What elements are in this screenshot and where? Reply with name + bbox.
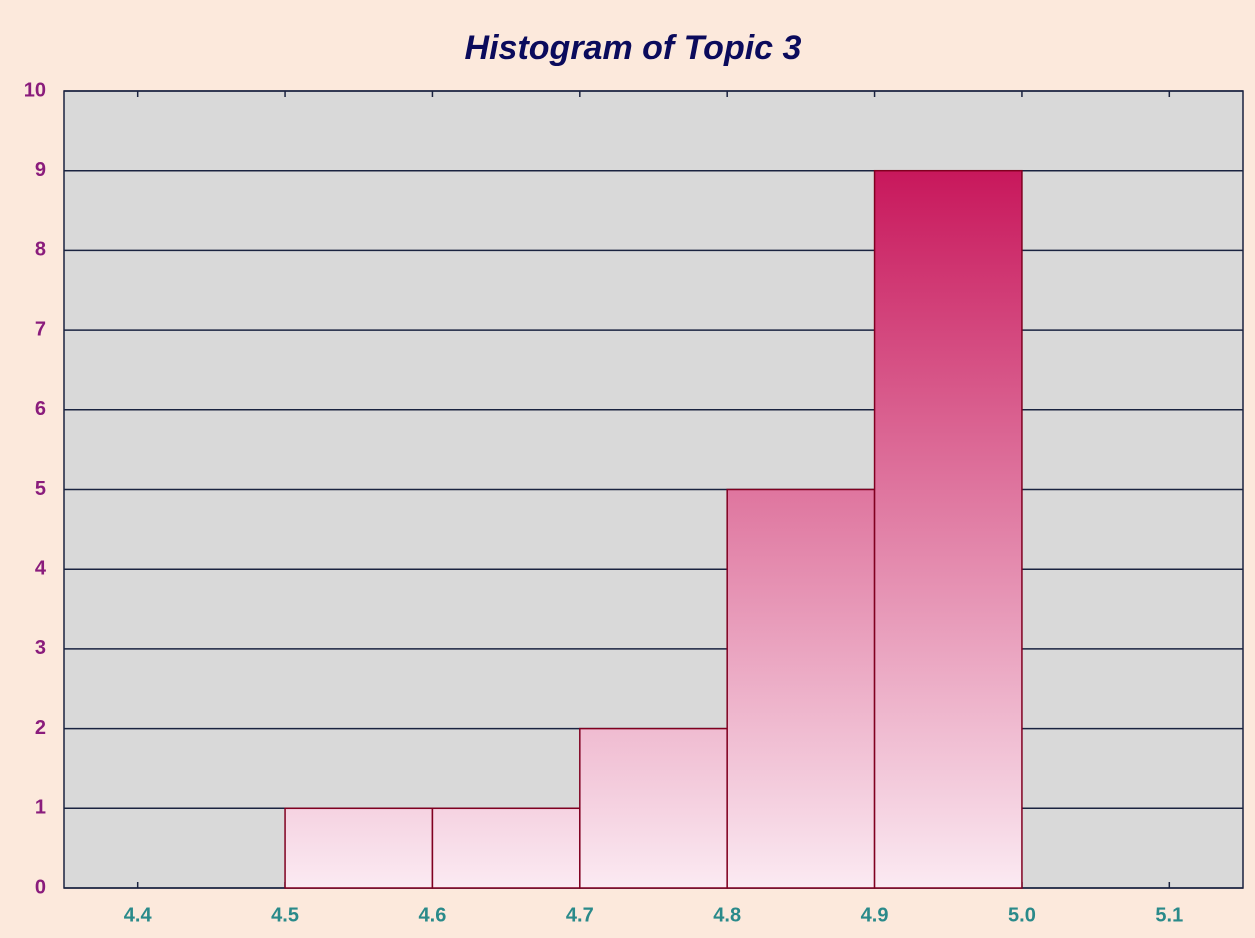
x-tick-label: 4.8 [713,904,741,926]
x-tick-label: 4.9 [861,904,889,926]
bar [579,727,728,889]
x-tick-label: 4.5 [271,904,299,926]
chart-title: Histogram of Topic 3 [465,29,802,67]
y-tick-label: 5 [35,478,46,500]
x-tick-label: 4.6 [419,904,447,926]
x-tick-label: 4.7 [566,904,594,926]
y-tick-label: 1 [35,797,46,819]
y-tick-label: 7 [35,318,46,340]
bar [284,807,434,889]
y-tick-label: 0 [35,876,46,898]
x-tick-label: 5.0 [1008,904,1036,926]
y-tick-label: 6 [35,398,46,420]
x-tick-label: 5.1 [1155,904,1183,926]
x-tick-label: 4.4 [124,904,153,926]
y-tick-label: 9 [35,159,46,181]
y-tick-label: 10 [24,79,46,101]
y-tick-label: 8 [35,239,46,261]
bar [431,807,581,889]
y-tick-label: 3 [35,637,46,659]
y-tick-label: 4 [35,557,47,579]
bar [726,488,876,889]
bar [873,169,1023,889]
y-tick-label: 2 [35,717,46,739]
